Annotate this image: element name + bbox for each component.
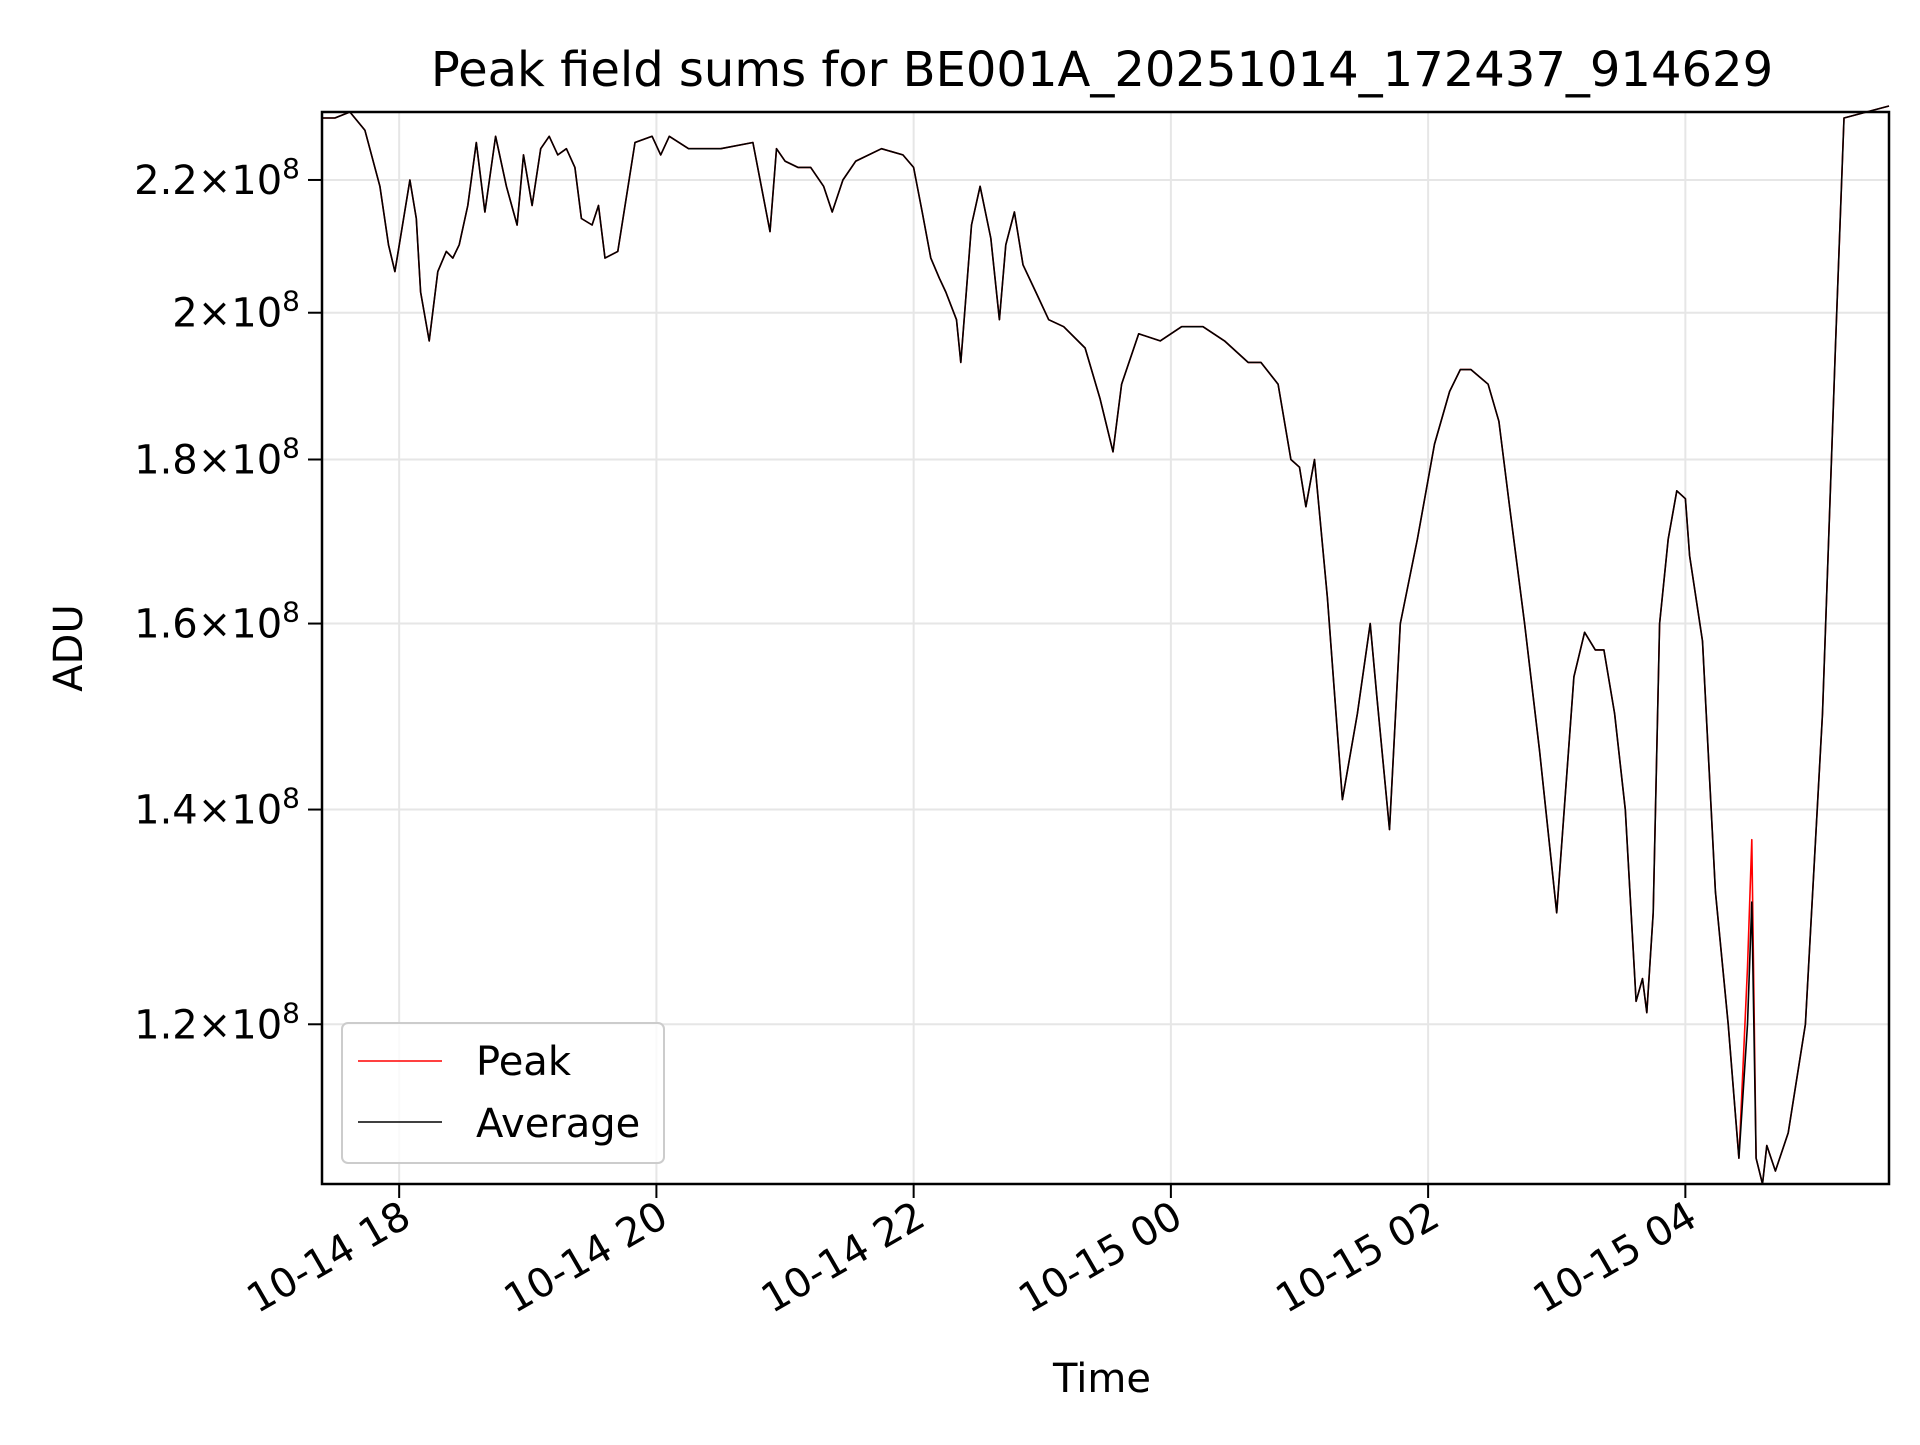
y-tick-exponent: 8 [282,152,300,185]
legend-label-peak: Peak [476,1039,572,1085]
y-tick-base: 10 [231,158,282,204]
y-tick-exponent: 8 [282,996,300,1029]
y-tick-base: 10 [231,1002,282,1048]
y-tick-base: 10 [231,437,282,483]
y-tick-mantissa: 1.2 [134,1002,198,1048]
legend: Peak Average [341,1022,665,1164]
y-tick-mantissa: 1.6 [134,602,198,648]
y-tick-base: 10 [231,291,282,337]
y-tick-exponent: 8 [282,596,300,629]
y-tick-times: × [198,291,232,337]
y-tick-label: 2.2×108 [134,152,300,204]
y-tick-exponent: 8 [282,431,300,464]
y-tick-times: × [198,602,232,648]
y-tick-times: × [198,158,232,204]
series-line-average [322,105,1890,1185]
series-layer [322,105,1890,1185]
y-tick-times: × [198,437,232,483]
y-tick-mantissa: 1.4 [134,788,198,834]
y-tick-mantissa: 2.2 [134,158,198,204]
x-axis-label: Time [1052,1356,1151,1402]
y-axis-label: ADU [46,604,92,691]
y-tick-times: × [198,1002,232,1048]
y-tick-times: × [198,788,232,834]
y-gridlines [322,178,1889,1026]
y-tick-label: 1.4×108 [134,782,300,834]
y-tick-base: 10 [231,602,282,648]
x-gridlines [398,112,1687,1184]
legend-box [341,1022,665,1164]
y-tick-exponent: 8 [282,285,300,318]
y-tick-label: 1.2×108 [134,996,300,1048]
y-tick-label: 2×108 [172,285,300,337]
y-tick-exponent: 8 [282,782,300,815]
plot-frame [320,110,1891,1186]
y-tick-label: 1.6×108 [134,596,300,648]
chart-title: Peak field sums for BE001A_20251014_1724… [431,42,1773,98]
y-tick-mantissa: 2 [172,291,197,337]
legend-label-average: Average [476,1101,640,1147]
y-tick-base: 10 [231,788,282,834]
y-tick-label: 1.8×108 [134,431,300,483]
y-tick-mantissa: 1.8 [134,437,198,483]
